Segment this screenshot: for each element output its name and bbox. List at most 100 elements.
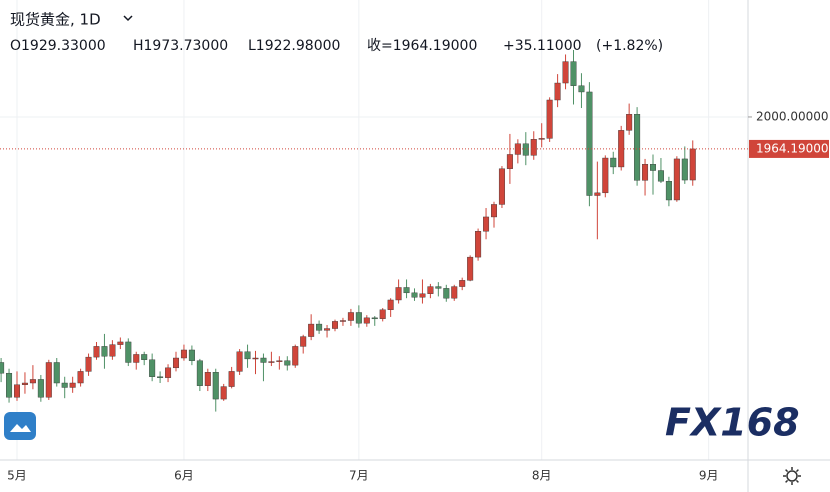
candle-body [403,287,410,294]
candle-body [93,346,100,358]
candle-body [29,379,36,384]
title-chevron[interactable] [123,15,133,22]
candle-body [284,360,291,366]
candle-body [411,292,418,298]
x-tick-label: 8月 [532,469,552,483]
candle-body [188,349,195,361]
last-price-box [749,139,829,158]
candle-body [657,170,664,182]
candle-body [316,323,323,331]
candle-body [570,61,577,86]
candle-body [459,280,466,287]
x-tick-label: 7月 [349,469,369,483]
logo-icon [4,412,36,440]
candle-body [69,382,76,388]
candle-body [650,164,657,171]
legend-item: O1929.33000 [10,38,106,54]
candle-body [681,158,688,181]
candle-body [610,157,617,168]
candle-body [141,354,148,360]
candle-body [626,114,633,131]
candle-body [578,85,585,93]
candle-body [387,299,394,310]
candle-body [379,309,386,319]
candle-body [165,367,172,378]
legend-item: 收=1964.19000 [367,38,477,54]
candle-body [101,346,108,357]
candle-body [45,362,52,398]
candle-body [228,371,235,387]
candle-body [586,91,593,196]
candle-body [6,372,13,398]
candle-body [300,336,307,347]
candle-body [554,82,561,101]
candle-body [212,372,219,400]
chart-title: 现货黄金, 1D [10,11,101,29]
candle-body [602,157,609,194]
legend-item: (+1.82%) [596,38,663,54]
candle-body [530,139,537,156]
candle-body [252,357,259,360]
candle-body [157,376,164,378]
x-tick-label: 6月 [174,469,194,483]
candle-body [689,148,696,181]
candle-body [419,293,426,298]
candle-body [491,204,498,218]
grid [0,0,748,460]
candle-body [149,359,156,377]
x-tick-label: 9月 [699,469,719,483]
candle-body [475,231,482,258]
legend-item: H1973.73000 [133,38,228,54]
candle-body [85,356,92,372]
candle-body [276,360,283,362]
candle-body [292,346,299,366]
candle-body [53,362,60,384]
candle-body [196,360,203,386]
candle-body [483,216,490,232]
candle-body [435,286,442,289]
candle-body [332,321,339,329]
candles [0,49,696,412]
candle-body [21,382,28,385]
candle-body [125,341,132,363]
candle-body [363,317,370,324]
candle-body [260,357,267,363]
candle-body [37,379,44,398]
candle-body [308,323,315,337]
candle-body [594,192,601,196]
candle-body [371,317,378,320]
candle-body [451,286,458,299]
candle-body [467,256,474,281]
candle-body [443,288,450,299]
candle-body [673,158,680,201]
candle-body [61,382,68,388]
candle-body [522,143,529,156]
candle-body [324,328,331,331]
candle-body [562,61,569,84]
ohlc-legend: O1929.33000 H1973.73000 L1922.98000 收=1964.… [10,38,663,54]
y-tick-label: 2000.00000 [756,109,829,123]
candle-body [133,354,140,363]
candle-body [634,114,641,181]
x-tick-label: 5月 [7,469,27,483]
candle-body [339,320,346,322]
candle-body [109,344,116,357]
candle-body [220,386,227,400]
candle-body [546,99,553,139]
settings-icon[interactable] [783,467,801,485]
candle-body [665,181,672,201]
candle-body [427,286,434,294]
candle-body [347,312,354,321]
candle-body [506,154,513,169]
watermark: FX168 [665,401,800,445]
candle-body [172,357,179,369]
candle-body [204,372,211,386]
candle-body [77,371,84,384]
candle-body [642,164,649,181]
legend-item: +35.11000 [503,38,582,54]
candle-body [244,351,251,360]
candle-body [117,341,124,345]
last-price-label: 1964.19000 [756,141,829,155]
